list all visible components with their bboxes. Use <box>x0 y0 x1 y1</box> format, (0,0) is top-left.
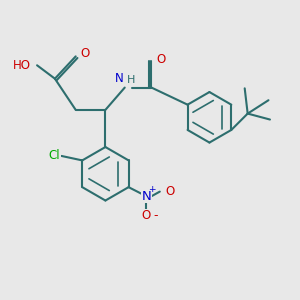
Text: -: - <box>153 209 158 223</box>
Text: HO: HO <box>13 59 31 72</box>
Text: O: O <box>80 47 89 60</box>
Text: H: H <box>127 75 136 85</box>
Text: O: O <box>142 209 151 223</box>
Text: O: O <box>165 185 174 198</box>
Text: O: O <box>157 53 166 66</box>
Text: N: N <box>115 72 123 85</box>
Text: N: N <box>142 190 151 202</box>
Text: Cl: Cl <box>48 149 60 162</box>
Text: +: + <box>148 185 155 194</box>
